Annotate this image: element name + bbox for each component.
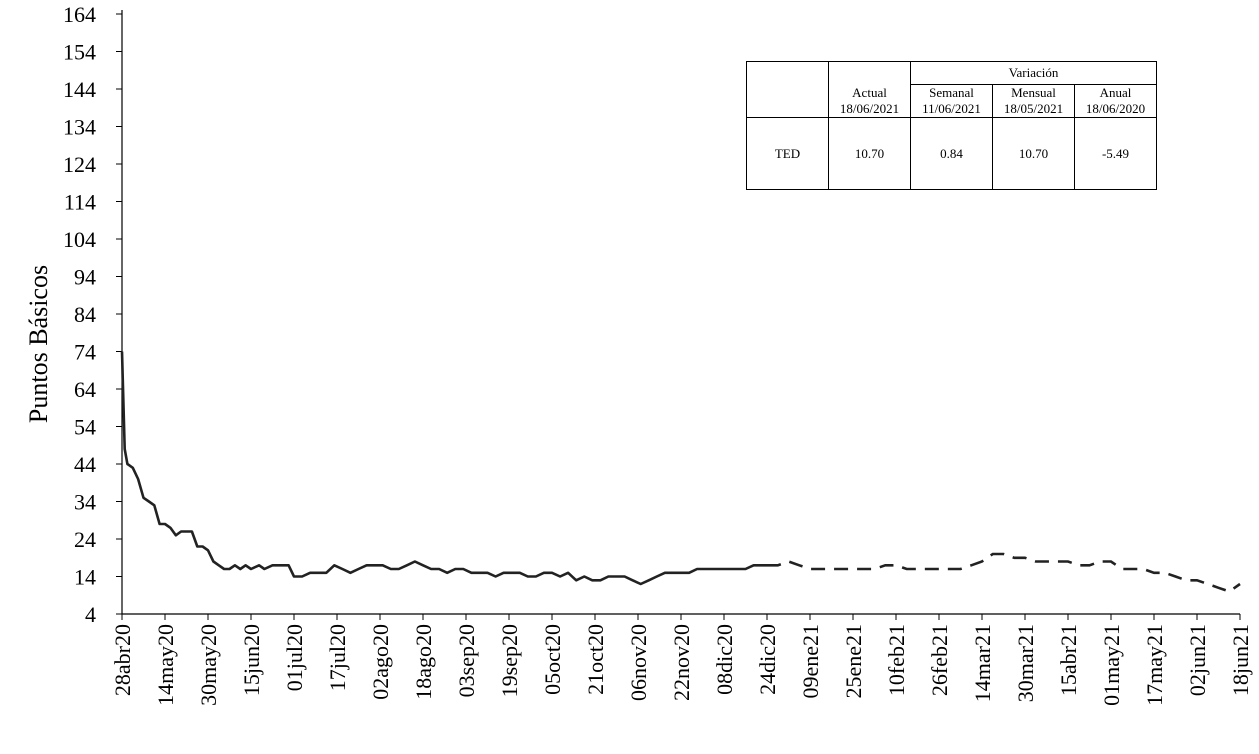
x-tick-label: 15jun20	[239, 624, 264, 696]
x-tick-label: 18jun21	[1228, 624, 1253, 696]
table-blank-cell	[828, 61, 911, 85]
y-tick-label: 144	[63, 77, 96, 102]
table-corner-cell	[746, 61, 829, 118]
x-tick-label: 28abr20	[110, 624, 135, 696]
y-tick-label: 14	[74, 565, 96, 590]
x-tick-label: 09ene21	[798, 624, 823, 699]
col-anual-label: Anual	[1074, 84, 1157, 101]
series-lines	[120, 351, 1241, 593]
variacion-header: Variación	[910, 61, 1157, 85]
x-tick-label: 26feb21	[927, 624, 952, 696]
x-tick-label: 19sep20	[497, 624, 522, 697]
x-tick-label: 30mar21	[1013, 624, 1038, 702]
x-tick-label: 18ago20	[411, 624, 436, 700]
value-actual: 10.70	[828, 117, 911, 190]
y-tick-label: 54	[74, 415, 96, 440]
x-tick-label: 14may20	[153, 624, 178, 706]
col-mensual-label: Mensual	[992, 84, 1075, 101]
col-semanal-label: Semanal	[910, 84, 993, 101]
x-tick-label: 02ago20	[368, 624, 393, 700]
x-tick-label: 06nov20	[626, 624, 651, 701]
value-anual: -5.49	[1074, 117, 1157, 190]
x-tick-label: 03sep20	[454, 624, 479, 697]
y-tick-label: 164	[63, 2, 96, 27]
x-axis-ticks: 28abr20 14may20 30may20 15jun20 01jul20 17jul…	[110, 614, 1253, 706]
x-tick-label: 24dic20	[755, 624, 780, 695]
y-axis-ticks: 4 14 24 34 44 54 64 74 84 94 104 114 124 134 144 154 164	[63, 2, 122, 627]
y-axis-title: Puntos Básicos	[24, 265, 53, 423]
y-tick-label: 114	[64, 190, 96, 215]
series-line-solid	[120, 351, 767, 586]
col-actual-date: 18/06/2021	[828, 101, 911, 118]
row-label: TED	[746, 117, 829, 190]
x-tick-label: 10feb21	[884, 624, 909, 696]
x-tick-label: 15abr21	[1056, 624, 1081, 696]
x-tick-label: 05oct20	[540, 624, 565, 695]
col-anual-date: 18/06/2020	[1074, 101, 1157, 118]
y-tick-label: 74	[74, 340, 96, 365]
x-tick-label: 08dic20	[712, 624, 737, 695]
x-tick-label: 25ene21	[841, 624, 866, 699]
series-line-dashed	[767, 552, 1241, 593]
y-tick-label: 104	[63, 227, 96, 252]
y-tick-label: 94	[74, 265, 96, 290]
y-tick-label: 64	[74, 377, 96, 402]
x-tick-label: 01may21	[1099, 624, 1124, 706]
y-tick-label: 124	[63, 152, 96, 177]
summary-table: Variación Actual Semanal Mensual Anual 1…	[746, 61, 1157, 190]
x-tick-label: 17jul20	[325, 624, 350, 691]
y-tick-label: 154	[63, 40, 96, 65]
x-tick-label: 30may20	[196, 624, 221, 706]
y-tick-label: 44	[74, 452, 96, 477]
col-mensual-date: 18/05/2021	[992, 101, 1075, 118]
col-actual-label: Actual	[828, 84, 911, 101]
x-tick-label: 02jun21	[1185, 624, 1210, 696]
y-tick-label: 4	[85, 602, 96, 627]
x-tick-label: 21oct20	[583, 624, 608, 695]
y-tick-label: 134	[63, 115, 96, 140]
table-row: TED 10.70 0.84 10.70 -5.49	[746, 117, 1157, 190]
value-semanal: 0.84	[910, 117, 993, 190]
x-tick-label: 14mar21	[970, 624, 995, 702]
y-tick-label: 24	[74, 527, 96, 552]
x-tick-label: 17may21	[1142, 624, 1167, 706]
x-tick-label: 22nov20	[669, 624, 694, 701]
col-semanal-date: 11/06/2021	[910, 101, 993, 118]
y-tick-label: 84	[74, 302, 96, 327]
y-tick-label: 34	[74, 490, 96, 515]
value-mensual: 10.70	[992, 117, 1075, 190]
x-tick-label: 01jul20	[282, 624, 307, 691]
